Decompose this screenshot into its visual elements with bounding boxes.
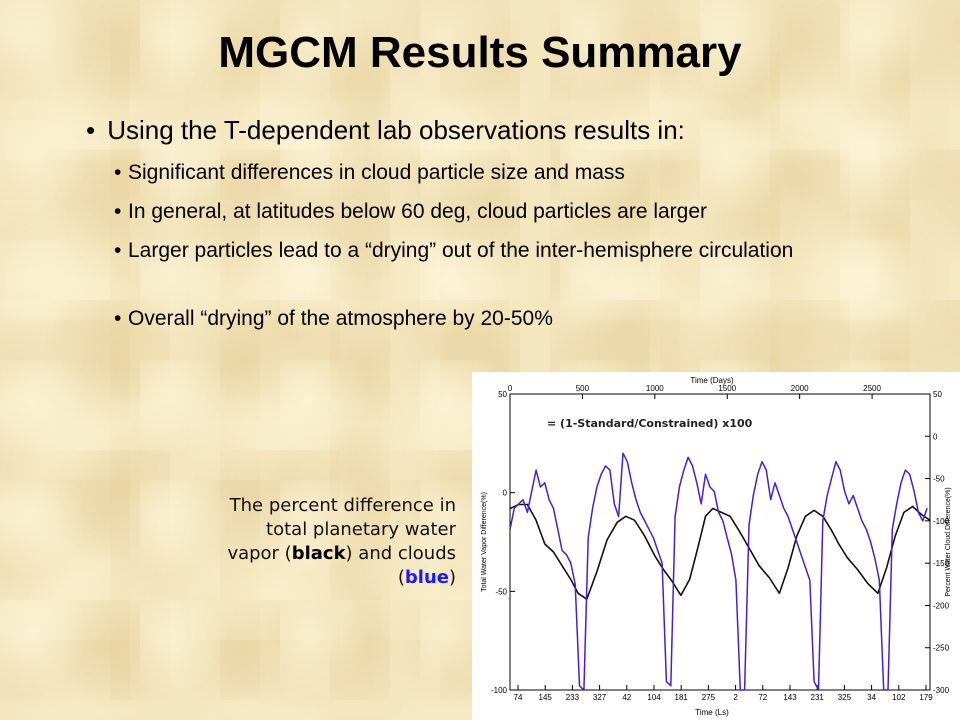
top-axis-label: Time (Days): [690, 376, 734, 385]
bottom-tick-label: 181: [675, 693, 689, 702]
bottom-tick-label: 74: [514, 693, 523, 702]
bottom-tick-label: 34: [867, 693, 876, 702]
water-difference-chart: 0 500 1000 1500 2000 2500 74 145 233 327 42 104 181…: [481, 376, 952, 717]
bottom-tick-label: 143: [783, 693, 797, 702]
bottom-tick-label: 145: [539, 693, 553, 702]
bottom-axis-label: Time (Ls): [695, 708, 729, 717]
bullet-dot: •: [114, 161, 122, 184]
top-tick-label: 0: [508, 384, 513, 393]
sub-bullet-text: Significant differences in cloud particl…: [128, 161, 625, 184]
top-tick-label: 2000: [791, 384, 809, 393]
sub-bullet-text: Larger particles lead to a “drying” out …: [128, 239, 794, 262]
bullet-list: • Using the T-dependent lab observations…: [86, 115, 874, 331]
sub-bullet-3: • Larger particles lead to a “drying” out…: [114, 238, 874, 263]
right-tick-label: -200: [933, 601, 950, 610]
caption-black-word: black: [291, 543, 346, 564]
sub-bullet-text: In general, at latitudes below 60 deg, c…: [128, 200, 708, 223]
bottom-tick-label: 231: [811, 693, 825, 702]
left-tick-label: 50: [498, 390, 507, 399]
right-tick-label: -50: [933, 475, 945, 484]
bullet-dot: •: [114, 200, 122, 223]
right-tick-label: 50: [933, 390, 942, 399]
left-tick-label: -50: [495, 587, 507, 596]
bottom-tick-label: 179: [919, 693, 933, 702]
bullet-dot: •: [114, 307, 122, 330]
cloud-difference-line: [509, 452, 928, 691]
right-tick-label: -100: [933, 517, 950, 526]
left-axis-label: Total Water Vapor Difference(%): [481, 492, 488, 592]
vapor-difference-line: [509, 503, 931, 600]
chart-panel: 0 500 1000 1500 2000 2500 74 145 233 327 42 104 181…: [472, 372, 960, 720]
caption-part3: ): [448, 567, 456, 588]
chart-annotation: = (1-Standard/Constrained) x100: [547, 417, 753, 430]
slide-title: MGCM Results Summary: [218, 28, 742, 77]
top-tick-label: 2500: [863, 384, 881, 393]
bullet-dot: •: [86, 115, 96, 145]
plot-frame: [509, 393, 931, 691]
top-tick-label: 1500: [718, 384, 736, 393]
bottom-tick-label: 325: [838, 693, 852, 702]
bottom-tick-label: 275: [702, 693, 716, 702]
right-tick-label: 0: [933, 432, 938, 441]
sub-bullet-1: • Significant differences in cloud partic…: [114, 160, 874, 185]
right-tick-label: -250: [933, 644, 950, 653]
bottom-tick-label: 72: [758, 693, 767, 702]
figure-caption: The percent difference in total planetar…: [222, 494, 456, 590]
left-tick-label: -100: [491, 686, 508, 695]
bottom-tick-label: 2: [733, 693, 738, 702]
caption-part2: ) and clouds (: [345, 543, 456, 588]
top-tick-label: 1000: [646, 384, 664, 393]
bottom-tick-label: 102: [892, 693, 906, 702]
right-tick-label: -300: [933, 686, 950, 695]
top-tick-label: 500: [576, 384, 590, 393]
sub-bullet-text: Overall “drying” of the atmosphere by 20…: [128, 307, 553, 330]
main-bullet: • Using the T-dependent lab observations…: [86, 115, 685, 146]
sub-bullet-2: • In general, at latitudes below 60 deg, …: [114, 199, 874, 224]
left-tick-label: 0: [503, 489, 508, 498]
bottom-tick-label: 233: [566, 693, 580, 702]
sub-bullet-4: • Overall “drying” of the atmosphere by 2…: [114, 306, 874, 331]
caption-part1: The percent difference in total planetar…: [227, 495, 456, 564]
bottom-tick-label: 42: [622, 693, 631, 702]
bottom-tick-label: 104: [647, 693, 661, 702]
right-axis-label: Percent Water Cloud Difference(%): [945, 487, 952, 596]
bullet-dot: •: [114, 239, 122, 262]
main-bullet-text: Using the T-dependent lab observations r…: [107, 115, 685, 145]
right-tick-label: -150: [933, 559, 950, 568]
bottom-tick-label: 327: [593, 693, 607, 702]
caption-blue-word: blue: [404, 567, 449, 588]
